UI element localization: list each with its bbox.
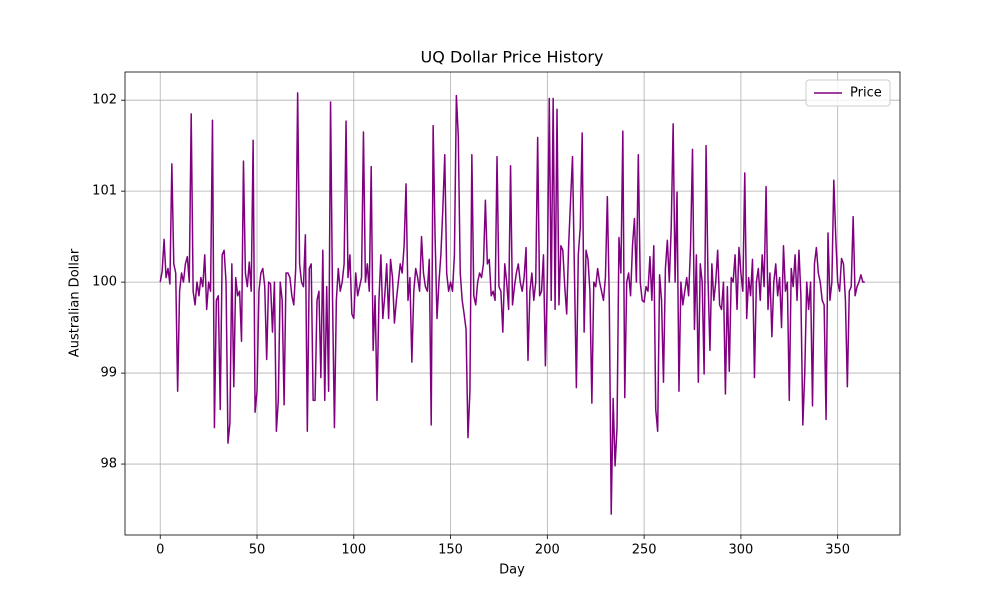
x-tick-label: 150 bbox=[438, 543, 463, 558]
y-tick-label: 102 bbox=[92, 93, 117, 108]
chart-title: UQ Dollar Price History bbox=[421, 48, 604, 67]
price-line bbox=[159, 92, 865, 515]
legend-box bbox=[805, 79, 891, 107]
y-tick-label: 101 bbox=[92, 184, 117, 199]
y-tick-label: 99 bbox=[100, 366, 117, 381]
x-tick-label: 50 bbox=[249, 543, 266, 558]
y-tick-label: 98 bbox=[100, 457, 117, 472]
y-axis-label: Australian Dollar bbox=[68, 248, 83, 357]
x-tick-label: 350 bbox=[825, 543, 850, 558]
x-tick-label: 300 bbox=[728, 543, 753, 558]
y-tick-label: 100 bbox=[92, 275, 117, 290]
x-axis-label: Day bbox=[499, 563, 525, 578]
x-tick-label: 250 bbox=[632, 543, 657, 558]
legend-label: Price bbox=[850, 86, 882, 101]
x-tick-label: 200 bbox=[535, 543, 560, 558]
x-tick-label: 100 bbox=[341, 543, 366, 558]
plot-frame bbox=[124, 71, 901, 536]
x-tick-label: 0 bbox=[156, 543, 164, 558]
